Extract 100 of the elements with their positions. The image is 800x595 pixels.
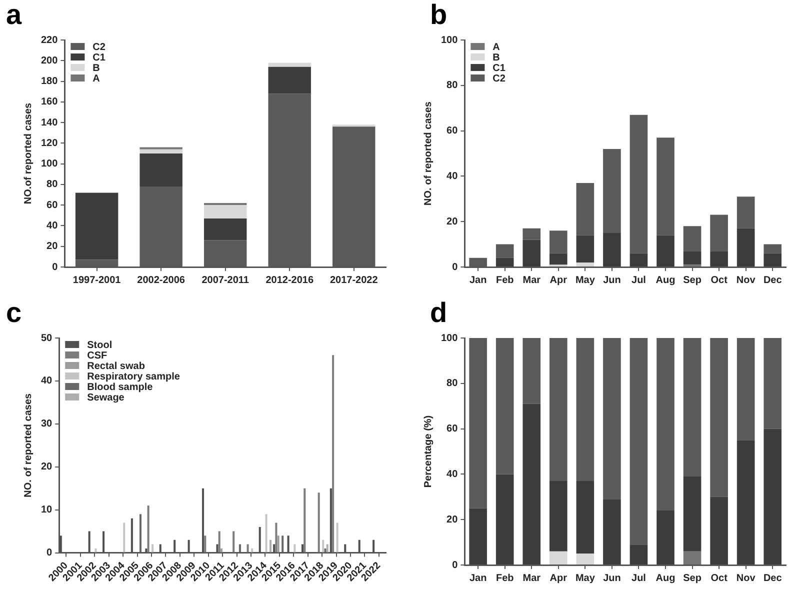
bar <box>550 230 568 254</box>
bar <box>204 536 206 552</box>
bar <box>550 338 568 482</box>
x-tick-label: Sep <box>683 572 702 584</box>
x-tick-label: Jul <box>632 572 646 584</box>
bar <box>764 428 782 564</box>
x-tick-label: Oct <box>710 572 728 584</box>
bar <box>277 536 280 552</box>
y-tick-label: 40 <box>446 468 458 480</box>
bar <box>220 548 223 552</box>
x-tick-label: Jan <box>469 274 487 286</box>
legend-label: B <box>92 62 100 74</box>
y-tick-label: 10 <box>41 504 53 516</box>
y-tick-label: 20 <box>446 216 458 228</box>
bar <box>75 192 118 260</box>
x-tick-label: Aug <box>656 572 676 584</box>
bar <box>603 499 621 564</box>
y-tick-label: 60 <box>446 126 458 137</box>
y-tick-label: 100 <box>40 158 58 170</box>
bar <box>332 355 334 552</box>
bar <box>683 476 702 552</box>
y-tick-label: 0 <box>452 560 458 571</box>
x-tick-label: Nov <box>736 572 756 584</box>
bar <box>710 251 728 266</box>
bar <box>294 544 296 552</box>
bar <box>710 496 728 564</box>
y-tick-label: 50 <box>41 332 53 344</box>
x-tick-label: Apr <box>550 572 568 584</box>
bar <box>576 262 594 266</box>
legend-label: Sewage <box>87 392 125 404</box>
bar <box>218 531 220 552</box>
y-axis-title: NO. of reported cases <box>422 101 434 206</box>
x-tick-label: Oct <box>710 274 728 286</box>
bar <box>94 548 97 552</box>
bar <box>322 540 324 552</box>
bar <box>603 232 621 266</box>
y-tick-label: 40 <box>446 170 458 182</box>
bar <box>550 551 568 564</box>
y-tick-label: 0 <box>452 262 458 273</box>
bar <box>764 253 782 266</box>
y-tick-label: 60 <box>446 424 458 435</box>
legend-label: CSF <box>87 350 108 362</box>
y-tick-label: 20 <box>46 241 58 252</box>
x-tick-label: Aug <box>656 274 676 286</box>
bar <box>710 338 728 497</box>
y-tick-label: 40 <box>46 220 58 232</box>
legend-label: Rectal swab <box>87 360 145 372</box>
bar <box>656 138 674 236</box>
y-tick-label: 20 <box>446 514 458 526</box>
x-tick-label: Jan <box>469 572 487 584</box>
x-tick-label: Mar <box>522 572 541 584</box>
legend-label: A <box>492 42 500 53</box>
bar <box>251 548 254 552</box>
bar <box>147 506 150 552</box>
x-tick-label: Feb <box>496 274 514 286</box>
bar <box>683 551 702 564</box>
bar <box>764 338 782 429</box>
legend-label: Blood sample <box>87 382 154 393</box>
x-tick-label: May <box>575 572 596 584</box>
legend-label: Respiratory sample <box>87 371 180 382</box>
x-tick-label: Nov <box>736 274 756 286</box>
y-tick-label: 180 <box>40 76 58 88</box>
bar <box>304 488 306 552</box>
bar <box>232 531 235 552</box>
bar <box>576 235 594 262</box>
bar <box>576 183 594 236</box>
x-tick-label: 2007-2011 <box>202 274 250 286</box>
bar <box>469 338 487 508</box>
bar <box>656 338 674 511</box>
chart-title: a <box>6 0 22 30</box>
legend-label: C1 <box>492 62 506 74</box>
bar <box>326 544 328 552</box>
bar <box>140 149 182 154</box>
bar <box>496 474 514 564</box>
bar <box>522 228 541 240</box>
bar <box>656 235 674 266</box>
y-tick-label: 20 <box>41 462 53 473</box>
y-tick-label: 160 <box>40 96 58 108</box>
bar <box>736 440 755 564</box>
bar <box>736 228 755 266</box>
bar <box>736 338 755 440</box>
legend-label: B <box>492 52 500 64</box>
y-tick-label: 100 <box>440 34 458 46</box>
bar <box>204 205 247 219</box>
bar <box>576 554 594 564</box>
bar <box>152 544 154 552</box>
bar <box>550 481 568 552</box>
bar <box>265 514 268 552</box>
x-tick-label: Sep <box>683 274 702 286</box>
bar <box>246 544 249 552</box>
bar <box>238 544 241 552</box>
bar <box>683 338 702 476</box>
bar <box>736 196 755 228</box>
bar <box>522 240 541 266</box>
legend-label: Stool <box>87 340 112 351</box>
y-axis-title: Percentage (%) <box>422 415 434 488</box>
x-tick-label: Dec <box>763 274 782 286</box>
bar <box>496 258 514 266</box>
bar <box>522 338 541 404</box>
x-tick-label: 2002-2006 <box>137 274 186 286</box>
